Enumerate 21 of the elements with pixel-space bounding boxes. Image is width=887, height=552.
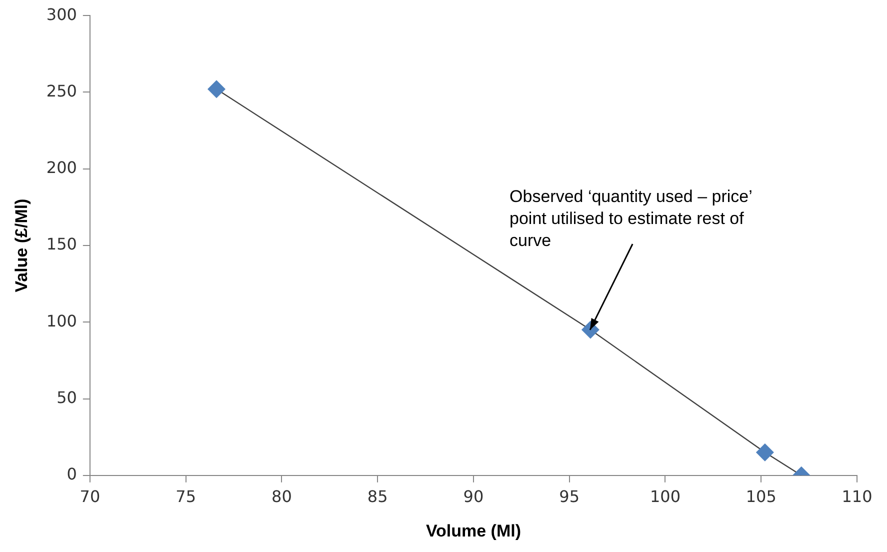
- x-tick-label: 70: [80, 487, 100, 506]
- x-tick-label: 90: [463, 487, 484, 506]
- point: [756, 443, 774, 462]
- y-tick-label: 150: [46, 234, 77, 254]
- y-tick-label: 100: [46, 311, 77, 330]
- x-tick-label: 80: [272, 487, 292, 506]
- y-axis-title: Value (£/Ml): [12, 198, 31, 292]
- annotation: Observed ‘quantity used – price’ point utilised to estimate rest of curve: [510, 186, 752, 250]
- x-axis-title: Volume (Ml): [426, 521, 522, 540]
- y-tick-label: 250: [46, 81, 77, 100]
- y-tick-label: 200: [46, 158, 77, 178]
- y-tick-label: 300: [46, 4, 77, 24]
- point: [208, 80, 226, 98]
- x-tick-label: 95: [559, 487, 580, 506]
- x-tick-label: 85: [367, 487, 388, 506]
- x-tick-label: 100: [650, 487, 681, 506]
- y-tick-label: 50: [56, 388, 77, 407]
- x-tick-label: 75: [176, 487, 196, 506]
- x-tick-label: 105: [746, 487, 776, 506]
- y-tick-label: 0: [66, 464, 77, 484]
- x-tick-label: 110: [842, 487, 872, 506]
